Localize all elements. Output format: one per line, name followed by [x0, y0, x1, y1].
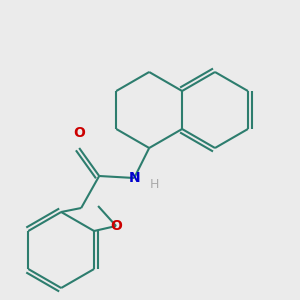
Text: H: H — [150, 178, 160, 190]
Text: N: N — [128, 171, 140, 185]
Text: O: O — [110, 219, 122, 233]
Text: O: O — [73, 126, 85, 140]
